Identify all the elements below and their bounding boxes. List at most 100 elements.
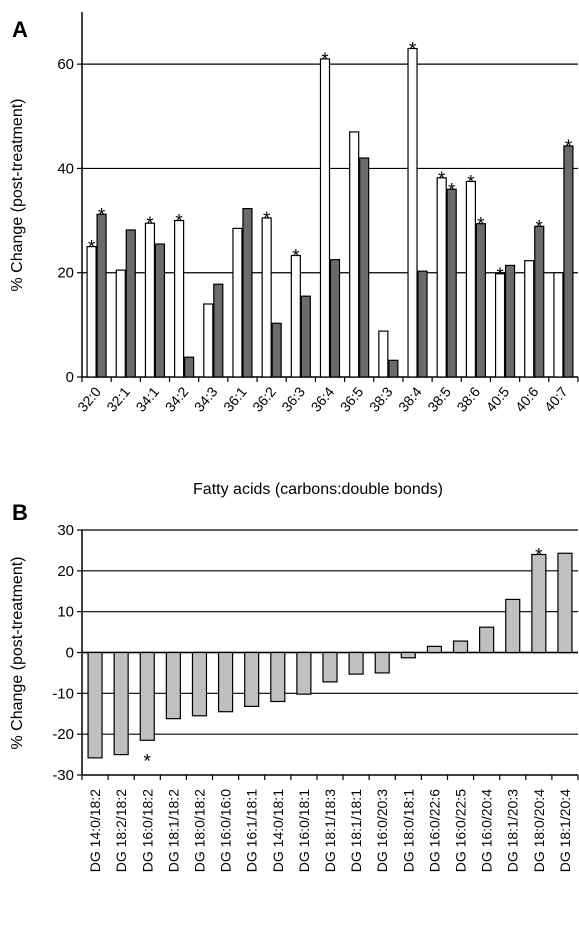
bar <box>232 227 243 378</box>
bar <box>531 553 547 654</box>
bar <box>139 651 155 741</box>
x-tick-label: DG 16:0/18:1 <box>296 789 312 872</box>
y-tick-label: 20 <box>57 563 74 580</box>
x-tick-label: DG 14:0/18:2 <box>87 789 103 872</box>
significance-marker: * <box>321 50 329 71</box>
bar <box>290 254 301 378</box>
bar <box>322 651 338 683</box>
bar <box>86 246 97 378</box>
y-tick-label: -10 <box>52 685 74 702</box>
x-tick-label: DG 18:0/18:1 <box>400 789 416 872</box>
bar <box>465 180 476 378</box>
x-tick-label: DG 14:0/18:1 <box>270 789 286 872</box>
y-tick-label: 10 <box>57 604 74 621</box>
y-axis-title: % Change (post-treatment) <box>9 557 26 750</box>
bar <box>217 651 234 713</box>
bar <box>505 598 521 654</box>
x-tick-label: DG 18:0/20:4 <box>531 789 547 872</box>
x-tick-label: DG 18:0/18:2 <box>191 789 207 872</box>
x-tick-label: DG 16:0/20:4 <box>479 789 495 872</box>
x-tick-label: 36:1 <box>220 383 250 414</box>
x-tick-label: DG 18:1/18:2 <box>165 789 181 872</box>
significance-marker: * <box>535 546 543 567</box>
x-tick-label: 34:2 <box>162 383 192 414</box>
x-tick-label: DG 16:0/22:6 <box>426 789 442 872</box>
bar <box>553 272 564 378</box>
significance-marker: * <box>477 215 485 236</box>
significance-marker: * <box>98 205 106 226</box>
significance-marker: * <box>448 180 456 201</box>
x-tick-label: 34:1 <box>132 383 162 414</box>
x-tick-label: 38:3 <box>366 383 396 414</box>
bar <box>417 270 428 378</box>
bar <box>426 645 443 654</box>
bar <box>203 303 214 378</box>
bar <box>270 651 286 703</box>
bar <box>446 188 457 378</box>
bar <box>436 177 447 378</box>
x-tick-label: DG 16:1/18:1 <box>244 789 260 872</box>
significance-marker: * <box>467 172 475 193</box>
x-tick-label: DG 18:1/18:1 <box>348 789 364 872</box>
significance-marker: * <box>146 214 154 235</box>
significance-marker: * <box>144 751 152 772</box>
x-tick-label: DG 16:0/22:5 <box>453 789 469 872</box>
bar <box>184 356 195 378</box>
bar <box>165 651 181 720</box>
x-tick-label: 32:0 <box>74 383 104 414</box>
panel-label: A <box>12 17 28 42</box>
y-tick-label: -20 <box>52 726 74 743</box>
bar <box>494 273 506 378</box>
bar <box>154 243 166 378</box>
bar <box>115 269 126 378</box>
y-tick-label: 0 <box>66 645 74 662</box>
bar <box>319 58 331 378</box>
significance-marker: * <box>409 40 417 61</box>
y-tick-label: 20 <box>57 265 74 282</box>
bar <box>452 640 469 654</box>
bar <box>557 552 573 654</box>
bar <box>349 131 360 378</box>
x-tick-label: DG 18:1/20:4 <box>557 789 573 872</box>
bar <box>144 222 156 378</box>
bar <box>96 213 107 378</box>
bar <box>242 207 253 378</box>
x-tick-label: 36:5 <box>337 383 367 414</box>
bar <box>271 322 282 378</box>
bar <box>407 47 418 378</box>
x-tick-label: 40:6 <box>512 383 542 414</box>
bar <box>479 626 495 654</box>
x-tick-label: DG 18:1/20:3 <box>505 789 521 872</box>
bar <box>378 330 389 378</box>
bar <box>524 260 535 378</box>
y-tick-label: 40 <box>57 160 74 177</box>
bar <box>348 651 364 675</box>
bar <box>296 651 312 695</box>
bar <box>300 295 311 378</box>
x-tick-label: 38:4 <box>395 383 425 414</box>
bar <box>191 651 208 717</box>
x-tick-label: 36:4 <box>308 383 338 414</box>
x-tick-label: 36:2 <box>249 383 279 414</box>
significance-marker: * <box>496 265 504 286</box>
bar <box>213 283 224 378</box>
significance-marker: * <box>536 217 544 238</box>
bar <box>261 217 272 378</box>
significance-marker: * <box>175 212 183 233</box>
panel-label: B <box>12 500 28 525</box>
x-tick-label: 38:6 <box>453 383 483 414</box>
bar <box>374 651 390 674</box>
bar <box>563 145 574 378</box>
x-tick-label: DG 16:0/18:2 <box>139 789 155 872</box>
bar <box>359 157 370 378</box>
x-tick-label: 32:1 <box>103 383 133 414</box>
significance-marker: * <box>438 169 446 190</box>
bar <box>244 651 260 708</box>
x-tick-label: DG 18:1/18:3 <box>322 789 338 872</box>
x-tick-label: 36:3 <box>278 383 308 414</box>
x-axis-title: Fatty acids (carbons:double bonds) <box>193 481 443 498</box>
bar <box>400 651 416 659</box>
x-tick-label: 38:5 <box>424 383 454 414</box>
